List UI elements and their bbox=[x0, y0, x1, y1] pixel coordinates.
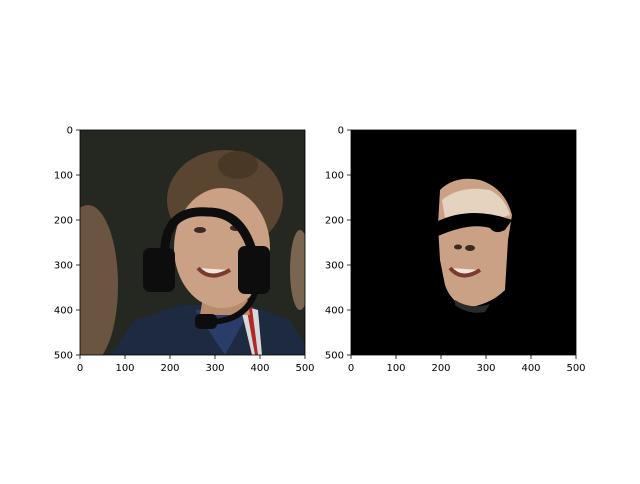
left-y-tick-label: 100 bbox=[54, 171, 73, 182]
right-x-tick-label: 0 bbox=[348, 363, 354, 374]
left-x-axis: 0 100 200 300 400 500 bbox=[77, 355, 315, 374]
left-x-tick-label: 400 bbox=[250, 363, 269, 374]
right-y-tick-label: 0 bbox=[338, 126, 344, 137]
right-x-tick-label: 400 bbox=[521, 363, 540, 374]
right-y-tick-label: 500 bbox=[325, 351, 344, 362]
right-y-tick-label: 400 bbox=[325, 306, 344, 317]
right-panel: 0 100 200 300 400 500 0 100 200 300 400 500 bbox=[325, 126, 586, 375]
left-x-tick-label: 200 bbox=[160, 363, 179, 374]
left-y-axis: 0 100 200 300 400 500 bbox=[54, 126, 80, 362]
left-y-tick-label: 400 bbox=[54, 306, 73, 317]
right-y-tick-label: 300 bbox=[325, 261, 344, 272]
left-panel: 0 100 200 300 400 500 0 100 200 300 400 500 bbox=[54, 126, 315, 375]
right-y-tick-label: 200 bbox=[325, 216, 344, 227]
left-y-tick-label: 200 bbox=[54, 216, 73, 227]
left-y-tick-label: 300 bbox=[54, 261, 73, 272]
left-x-tick-label: 300 bbox=[205, 363, 224, 374]
right-y-tick-label: 100 bbox=[325, 171, 344, 182]
left-x-tick-label: 500 bbox=[295, 363, 314, 374]
left-x-tick-label: 100 bbox=[115, 363, 134, 374]
right-x-tick-label: 500 bbox=[566, 363, 585, 374]
right-y-axis: 0 100 200 300 400 500 bbox=[325, 126, 351, 362]
right-x-tick-label: 100 bbox=[386, 363, 405, 374]
left-y-tick-label: 0 bbox=[67, 126, 73, 137]
left-axes-frame bbox=[79, 129, 306, 356]
right-image bbox=[351, 130, 576, 355]
left-y-tick-label: 500 bbox=[54, 351, 73, 362]
left-image bbox=[80, 130, 305, 355]
left-x-tick-label: 0 bbox=[77, 363, 83, 374]
right-axes-frame bbox=[350, 129, 577, 356]
right-x-axis: 0 100 200 300 400 500 bbox=[348, 355, 586, 374]
right-x-tick-label: 300 bbox=[476, 363, 495, 374]
right-x-tick-label: 200 bbox=[431, 363, 450, 374]
